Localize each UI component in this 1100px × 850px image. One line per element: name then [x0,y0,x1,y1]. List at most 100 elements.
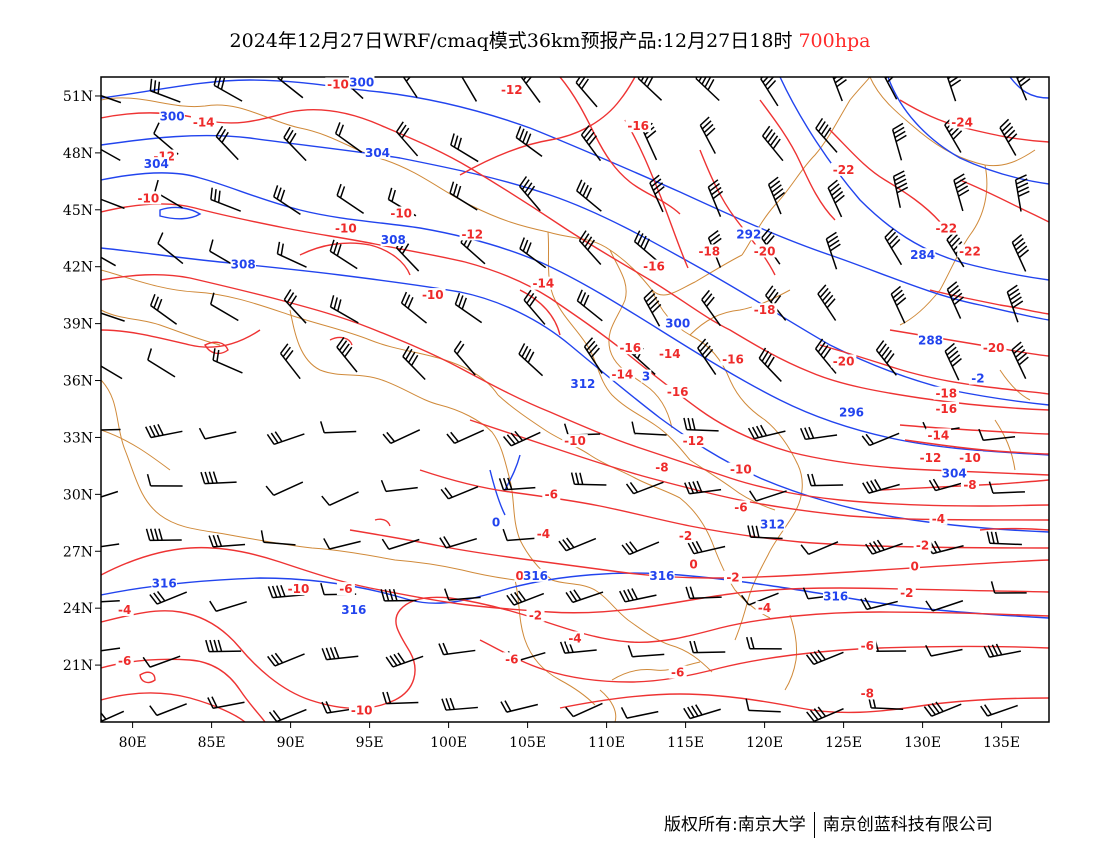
map-frame [100,76,1050,723]
wind-barb [815,117,838,153]
wind-barb [765,285,787,321]
temperature-label-bg [115,602,134,616]
temperature-label: -18 [754,303,776,317]
wind-barb [321,491,359,506]
wind-barb [699,116,716,154]
temperature-label-bg [641,259,667,273]
wind-barb [279,343,301,380]
wind-barb [758,347,782,382]
temperature-label: -2 [529,609,542,623]
temperature-label-bg [830,162,857,176]
temperature-label-bg [333,221,359,235]
lat-label: 39N [63,317,93,333]
height-label-bg [640,369,652,383]
temperature-label: -12 [920,451,942,465]
wind-barb [559,640,597,654]
lat-label: 21N [63,658,93,674]
temperature-label: -14 [612,368,634,382]
temperature-label-bg [929,511,948,525]
wind-barb [454,292,483,324]
height-label: 288 [918,334,943,348]
wind-barb [149,590,188,605]
height-label-bg [968,371,987,385]
wind-barb [980,704,1018,717]
temperature-label-bg [420,288,446,302]
lat-label: 51N [63,89,93,105]
wind-barb [741,592,779,606]
title-text: 2024年12月27日WRF/cmaq模式36km预报产品:12月27日18时 [229,30,793,52]
height-label-bg [822,589,849,603]
temperature-label: -10 [422,288,444,302]
height-label-bg [364,145,391,159]
temperature-label: -6 [671,666,684,680]
wind-barb [747,525,783,540]
temperature-label: -16 [667,385,689,399]
wind-barb [1011,341,1029,380]
height-label-bg [522,568,549,582]
temperature-label: 0 [516,569,524,583]
height-label-bg [917,333,944,347]
wind-barb [321,646,359,661]
wind-barb [382,429,421,445]
temperature-label: -10 [138,191,160,205]
wind-barb [267,652,305,667]
temperature-label: -4 [568,631,581,645]
wind-barb [746,636,782,650]
wind-barb [265,481,304,497]
height-label-bg [490,515,502,529]
wind-barb [329,295,359,324]
wind-barb [1011,234,1030,272]
temperature-label: -12 [461,227,483,241]
wind-barb [283,289,307,324]
temperature-label-bg [348,703,375,717]
wind-barb [506,590,545,606]
wind-barb [701,289,722,327]
wind-barb [101,490,119,498]
height-label: 316 [341,603,366,617]
temperature-label-bg [731,500,750,514]
temperature-label-bg [625,119,651,133]
wind-barb [749,490,787,502]
temperature-label-bg [135,191,162,205]
temperature-label: -2 [900,586,913,600]
temperature-label-bg [115,654,134,668]
wind-barb [157,232,184,265]
temperature-label: -2 [726,571,739,585]
wind-barb [621,541,660,556]
height-label-bg [838,405,865,419]
temperature-label-bg [933,386,960,400]
wind-barb [210,187,242,212]
temperature-label: -6 [734,501,747,515]
temperature-label: -22 [833,163,855,177]
wind-barb [101,647,121,652]
wind-barb [883,77,898,100]
temperature-label: -4 [932,512,945,526]
height-label-bg [759,517,786,531]
temperature-label-bg [957,451,983,465]
wind-barb [450,133,479,163]
wind-barb [825,231,841,270]
temperature-label: -8 [963,478,976,492]
temperature-label: -2 [916,538,929,552]
wind-barb [697,338,717,375]
wind-barb [385,652,424,668]
temperature-label: -10 [351,704,373,718]
lat-label: 27N [63,544,93,560]
temperature-label-bg [526,608,545,622]
wind-barb [988,481,1025,494]
copyright-footer: 版权所有:南京大学 南京创蓝科技有限公司 [664,810,993,838]
temperature-label-bg [502,652,521,666]
wind-barb [890,285,907,324]
wind-barb [520,77,541,103]
temperature-label: -14 [533,277,555,291]
wind-barb [683,417,719,432]
temperature-label-bg [933,221,960,235]
wind-barb [439,536,477,549]
wind-barb [891,122,907,161]
wind-barb [146,474,183,487]
height-label: 292 [736,227,761,241]
height-label: 308 [231,258,256,272]
wind-barb [101,94,122,104]
temperature-label-bg [751,303,778,317]
